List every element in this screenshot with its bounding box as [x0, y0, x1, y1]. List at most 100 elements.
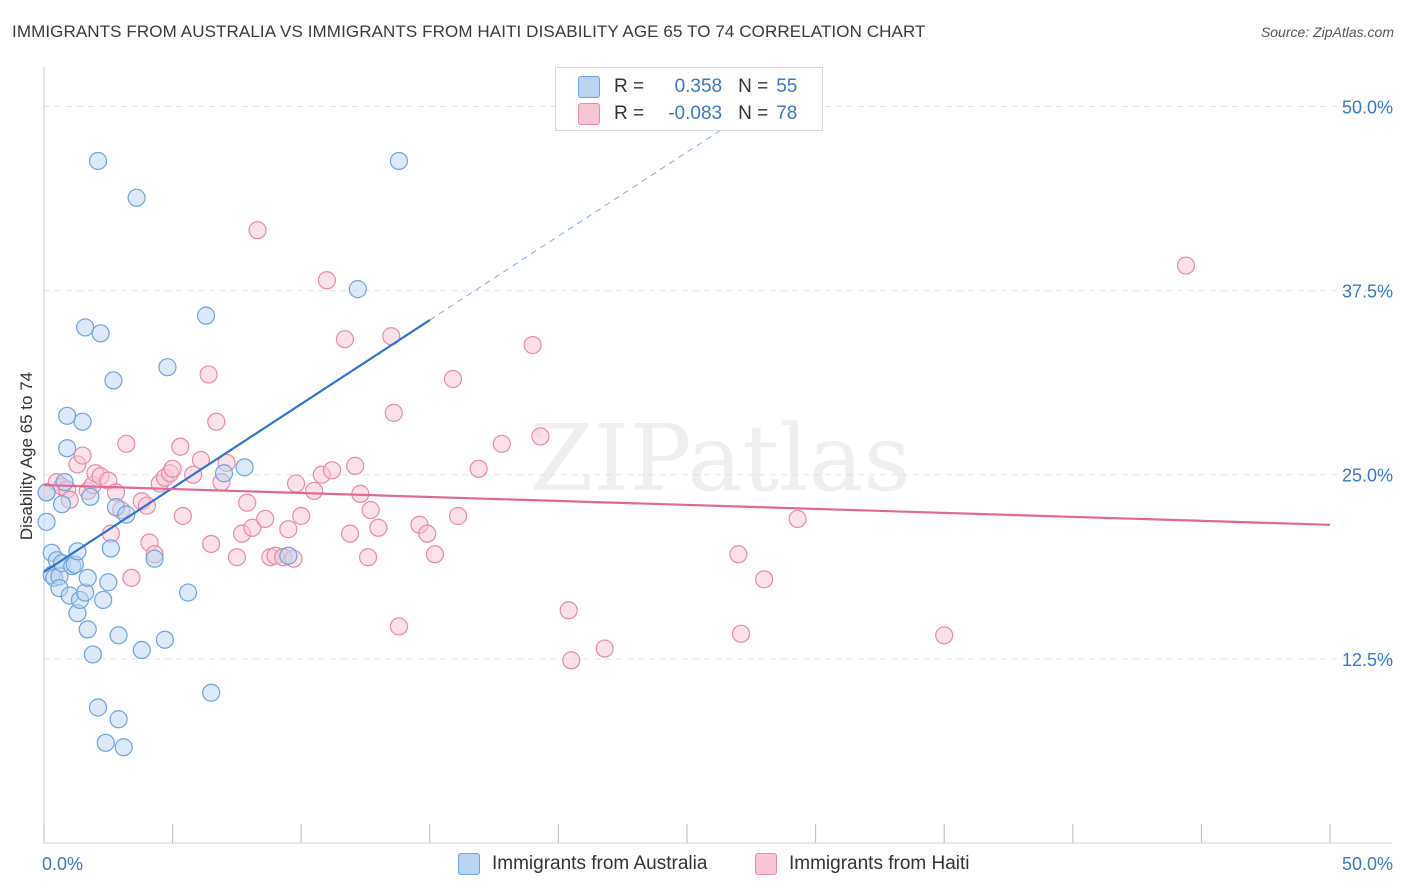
- haiti-point: [361, 500, 380, 520]
- legend-r-label: R =: [614, 103, 645, 124]
- y-tick-label: 12.5%: [1342, 650, 1393, 670]
- haiti-point: [173, 506, 192, 526]
- haiti-point: [523, 336, 542, 355]
- haiti-point: [292, 506, 311, 526]
- haiti-point: [207, 412, 226, 431]
- australia-point: [104, 371, 123, 390]
- haiti-point: [595, 639, 614, 658]
- legend-n-value: 78: [776, 103, 798, 124]
- haiti-point: [384, 403, 403, 422]
- y-tick-label: 50.0%: [1342, 97, 1393, 117]
- legend-n-label: N =: [738, 76, 769, 97]
- australia-point: [279, 546, 298, 565]
- chart-source: Source: ZipAtlas.com: [1260, 24, 1394, 40]
- haiti-point: [358, 548, 378, 567]
- australia-point: [155, 630, 174, 649]
- bottom-legend-australia-label: Immigrants from Australia: [492, 853, 708, 874]
- australia-swatch: [458, 853, 480, 875]
- haiti-point: [163, 459, 182, 478]
- haiti-point: [202, 534, 221, 554]
- axes: [43, 67, 1392, 844]
- australia-point: [83, 645, 102, 664]
- bottom-legend-haiti: Immigrants from Haiti: [755, 851, 970, 877]
- watermark: ZIPatlas: [529, 405, 910, 512]
- australia-swatch: [578, 76, 600, 98]
- australia-trend-extension: [429, 118, 739, 321]
- haiti-point: [73, 446, 92, 465]
- haiti-point: [731, 624, 751, 643]
- haiti-point: [317, 271, 337, 290]
- haiti-point: [171, 437, 190, 456]
- haiti-point: [389, 617, 409, 636]
- australia-point: [58, 406, 77, 425]
- australia-point: [88, 151, 108, 171]
- australia-point: [37, 483, 56, 502]
- x-tick-label: 50.0%: [1342, 854, 1393, 874]
- haiti-point: [335, 330, 355, 349]
- haiti-point: [492, 434, 511, 453]
- australia-point: [235, 458, 254, 477]
- australia-point: [202, 683, 221, 702]
- australia-point: [196, 306, 216, 325]
- australia-point: [78, 620, 97, 639]
- haiti-point: [199, 365, 218, 384]
- legend-r-value: 0.358: [674, 76, 723, 97]
- tick-labels: 12.5% 25.0% 37.5% 50.0% 0.0% 50.0%: [42, 97, 1393, 874]
- haiti-point: [256, 509, 275, 529]
- australia-points: [37, 151, 409, 757]
- haiti-point: [425, 545, 445, 564]
- x-tick-label: 0.0%: [42, 854, 83, 874]
- legend-r-label: R =: [614, 76, 645, 97]
- australia-point: [91, 324, 110, 343]
- haiti-point: [369, 518, 388, 537]
- y-tick-label: 25.0%: [1342, 466, 1393, 486]
- australia-point: [132, 640, 151, 660]
- haiti-point: [562, 651, 581, 670]
- australia-trend-line: [43, 319, 431, 573]
- haiti-point: [286, 474, 306, 493]
- australia-point: [127, 188, 146, 207]
- australia-point: [178, 583, 198, 602]
- legend-row-australia: R = 0.358 N = 55: [578, 74, 797, 100]
- haiti-point: [788, 509, 807, 529]
- bottom-legend-australia: Immigrants from Australia: [458, 851, 707, 877]
- haiti-point: [238, 493, 257, 512]
- watermark-text: ZIPatlas: [529, 405, 910, 512]
- trend-lines: [43, 118, 1331, 573]
- australia-point: [348, 280, 367, 299]
- haiti-point: [469, 459, 488, 478]
- stats-legend: R = 0.358 N = 55 R = -0.083 N = 78: [555, 67, 823, 131]
- australia-point: [94, 590, 113, 610]
- haiti-point: [248, 221, 267, 240]
- haiti-point: [755, 570, 774, 589]
- australia-point: [78, 568, 97, 587]
- australia-point: [52, 495, 72, 514]
- australia-point: [99, 573, 118, 592]
- bottom-legend-haiti-label: Immigrants from Haiti: [789, 853, 970, 874]
- australia-point: [117, 505, 136, 524]
- legend-r-value: -0.083: [668, 103, 723, 124]
- australia-point: [96, 733, 115, 752]
- haiti-swatch: [578, 103, 600, 125]
- australia-point: [37, 512, 56, 531]
- haiti-point: [340, 524, 360, 543]
- haiti-point: [443, 369, 463, 389]
- haiti-point: [304, 481, 324, 501]
- haiti-point: [935, 626, 954, 645]
- australia-point: [114, 738, 133, 757]
- australia-point: [88, 698, 108, 717]
- australia-point: [109, 710, 128, 729]
- haiti-trend-line: [43, 483, 1331, 526]
- legend-n-label: N =: [738, 103, 769, 124]
- australia-point: [73, 412, 92, 431]
- haiti-point: [346, 456, 365, 475]
- legend-row-haiti: R = -0.083 N = 78: [578, 101, 797, 127]
- australia-point: [55, 472, 74, 492]
- haiti-point: [227, 548, 246, 567]
- y-axis-label: Disability Age 65 to 74: [17, 372, 36, 540]
- haiti-swatch: [755, 853, 777, 875]
- legend-n-value: 55: [776, 76, 798, 97]
- haiti-point: [1176, 256, 1196, 275]
- australia-point: [76, 583, 95, 602]
- haiti-point: [531, 427, 550, 446]
